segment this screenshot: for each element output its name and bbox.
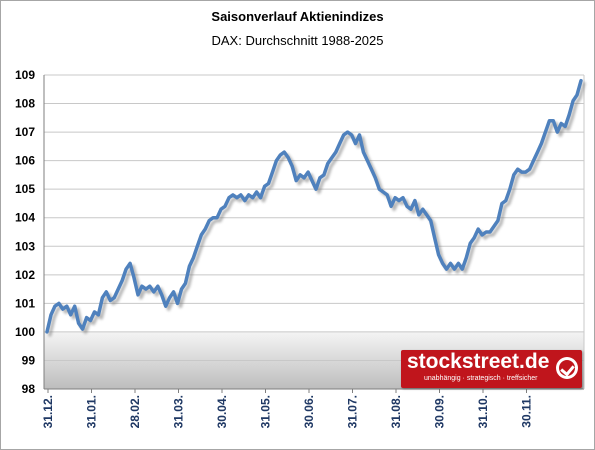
logo-tagline: unabhängig · strategisch · treffsicher <box>424 375 538 382</box>
x-tick-label: 31.12. <box>41 395 55 428</box>
x-tick-label: 30.09. <box>433 395 447 428</box>
y-tick-label: 106 <box>15 154 35 168</box>
y-tick-label: 102 <box>15 268 35 282</box>
y-tick-label: 105 <box>15 182 35 196</box>
x-tick-label: 31.05. <box>259 395 273 428</box>
y-tick-label: 108 <box>15 97 35 111</box>
y-tick-label: 107 <box>15 125 35 139</box>
x-tick-label: 31.07. <box>346 395 360 428</box>
logo-name: stockstreet.de <box>407 350 550 373</box>
x-tick-label: 28.02. <box>128 395 142 428</box>
y-tick-label: 104 <box>15 211 35 225</box>
chart-subtitle: DAX: Durchschnitt 1988-2025 <box>211 33 384 48</box>
x-tick-label: 31.08. <box>389 395 403 428</box>
x-tick-label: 31.10. <box>476 395 490 428</box>
y-tick-label: 98 <box>22 382 36 396</box>
x-tick-label: 31.03. <box>172 395 186 428</box>
check-icon <box>556 357 578 379</box>
y-tick-label: 99 <box>22 353 36 367</box>
series-line <box>45 78 583 334</box>
x-tick-label: 30.04. <box>215 395 229 428</box>
stockstreet-logo: stockstreet.de unabhängig · strategisch … <box>401 350 582 388</box>
chart-title: Saisonverlauf Aktienindizes <box>211 9 384 24</box>
x-tick-label: 30.06. <box>302 395 316 428</box>
y-tick-label: 100 <box>15 325 35 339</box>
y-tick-label: 103 <box>15 239 35 253</box>
plot-background <box>44 75 584 332</box>
x-tick-label: 31.01. <box>85 395 99 428</box>
x-tick-label: 30.11. <box>520 395 534 428</box>
y-tick-label: 109 <box>15 68 35 82</box>
y-tick-label: 101 <box>15 296 35 310</box>
